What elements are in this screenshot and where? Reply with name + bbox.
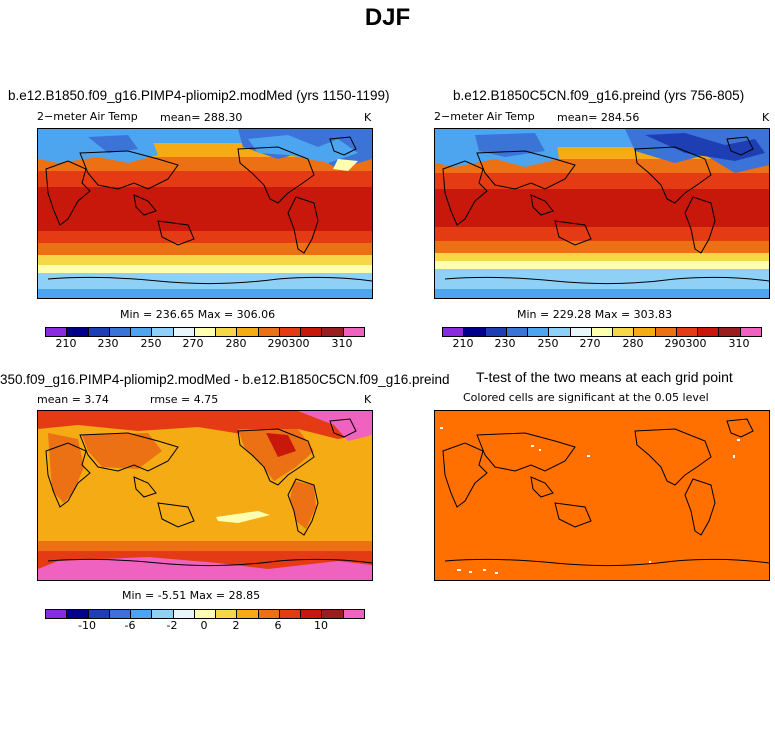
top-right-mean-label: mean= 284.56 [557, 111, 640, 124]
colorbar-tick-label: 250 [537, 337, 559, 350]
colorbar-tick-label: 290 [267, 337, 289, 350]
colorbar-tick-label: 270 [182, 337, 204, 350]
colorbar-swatch [258, 610, 280, 618]
colorbar-swatch [301, 328, 323, 336]
colorbar-swatch [343, 328, 364, 336]
top-right-panel-title: b.e12.B1850C5CN.f09_g16.preind (yrs 756-… [453, 88, 745, 103]
colorbar-swatch [698, 328, 720, 336]
colorbar-tick-label: 10 [314, 619, 328, 632]
colorbar-swatch [528, 328, 550, 336]
bottom-left-rmse-label: rmse = 4.75 [150, 393, 219, 406]
colorbar-tick-label: -2 [166, 619, 178, 632]
colorbar-swatch [464, 328, 486, 336]
colorbar-swatch [194, 328, 217, 336]
top-left-min-max: Min = 236.65 Max = 306.06 [120, 308, 276, 321]
colorbar-swatch [258, 328, 280, 336]
colorbar-swatch [194, 610, 217, 618]
top-left-colorbar [45, 327, 365, 337]
colorbar-swatch [740, 328, 761, 336]
bottom-left-colorbar [45, 609, 365, 619]
colorbar-swatch [131, 610, 153, 618]
colorbar-swatch [216, 610, 238, 618]
colorbar-tick-label: 280 [622, 337, 644, 350]
bottom-right-panel-title: T-test of the two means at each grid poi… [476, 369, 733, 385]
colorbar-swatch [570, 328, 592, 336]
colorbar-swatch [152, 610, 174, 618]
colorbar-swatch [46, 328, 68, 336]
colorbar-swatch [279, 610, 302, 618]
colorbar-swatch [591, 328, 614, 336]
colorbar-swatch [279, 328, 302, 336]
colorbar-swatch [655, 328, 677, 336]
colorbar-tick-label: 210 [55, 337, 77, 350]
top-left-temperature-map [37, 128, 373, 299]
bottom-right-subtitle: Colored cells are significant at the 0.0… [463, 391, 709, 404]
top-right-colorbar-ticks: 210 230 250 270 280 290 300 310 [442, 337, 760, 351]
page-title: DJF [364, 4, 411, 31]
bottom-left-difference-map [37, 410, 373, 581]
colorbar-swatch [634, 328, 656, 336]
top-right-colorbar [442, 327, 762, 337]
top-right-temperature-map [434, 128, 770, 299]
top-left-mean-label: mean= 288.30 [160, 111, 243, 124]
colorbar-swatch [506, 328, 529, 336]
colorbar-swatch [67, 328, 89, 336]
colorbar-tick-label: 270 [579, 337, 601, 350]
colorbar-swatch [676, 328, 699, 336]
colorbar-swatch [237, 328, 259, 336]
colorbar-swatch [109, 328, 132, 336]
bottom-left-panel-title: 350.f09_g16.PIMP4-pliomip2.modMed - b.e1… [0, 372, 450, 387]
colorbar-swatch [485, 328, 507, 336]
colorbar-swatch [301, 610, 323, 618]
colorbar-swatch [216, 328, 238, 336]
colorbar-swatch [152, 328, 174, 336]
colorbar-swatch [322, 610, 344, 618]
top-right-min-max: Min = 229.28 Max = 303.83 [517, 308, 673, 321]
colorbar-swatch [109, 610, 132, 618]
colorbar-swatch [88, 610, 110, 618]
colorbar-tick-label: 230 [97, 337, 119, 350]
colorbar-swatch [443, 328, 465, 336]
top-right-variable-label: 2−meter Air Temp [434, 110, 535, 123]
colorbar-swatch [46, 610, 68, 618]
colorbar-swatch [173, 328, 195, 336]
colorbar-swatch [549, 328, 571, 336]
colorbar-swatch [343, 610, 364, 618]
colorbar-tick-label: 6 [274, 619, 282, 632]
colorbar-swatch [719, 328, 741, 336]
top-left-colorbar-ticks: 210 230 250 270 280 290 300 310 [45, 337, 363, 351]
colorbar-swatch [67, 610, 89, 618]
top-right-units-label: K [762, 111, 770, 124]
colorbar-swatch [173, 610, 195, 618]
colorbar-tick-label: 310 [728, 337, 750, 350]
colorbar-tick-label: 250 [140, 337, 162, 350]
bottom-right-ttest-map [434, 410, 770, 581]
colorbar-tick-label: 2 [232, 619, 240, 632]
top-left-variable-label: 2−meter Air Temp [37, 110, 138, 123]
colorbar-tick-label: -6 [124, 619, 136, 632]
colorbar-tick-label: 210 [452, 337, 474, 350]
colorbar-tick-label: 300 [685, 337, 707, 350]
bottom-left-colorbar-ticks: -10 -6 -2 0 2 6 10 [45, 619, 363, 633]
colorbar-swatch [88, 328, 110, 336]
colorbar-tick-label: 290 [664, 337, 686, 350]
colorbar-tick-label: 310 [331, 337, 353, 350]
colorbar-swatch [131, 328, 153, 336]
top-left-units-label: K [364, 111, 372, 124]
colorbar-swatch [237, 610, 259, 618]
colorbar-tick-label: 230 [494, 337, 516, 350]
top-left-panel-title: b.e12.B1850.f09_g16.PIMP4-pliomip2.modMe… [8, 88, 390, 103]
colorbar-tick-label: 0 [200, 619, 208, 632]
colorbar-tick-label: 300 [288, 337, 310, 350]
colorbar-tick-label: -10 [78, 619, 96, 632]
colorbar-tick-label: 280 [225, 337, 247, 350]
bottom-left-mean-label: mean = 3.74 [37, 393, 109, 406]
colorbar-swatch [322, 328, 344, 336]
bottom-left-units-label: K [364, 393, 372, 406]
colorbar-swatch [613, 328, 635, 336]
bottom-left-min-max: Min = -5.51 Max = 28.85 [122, 589, 261, 602]
